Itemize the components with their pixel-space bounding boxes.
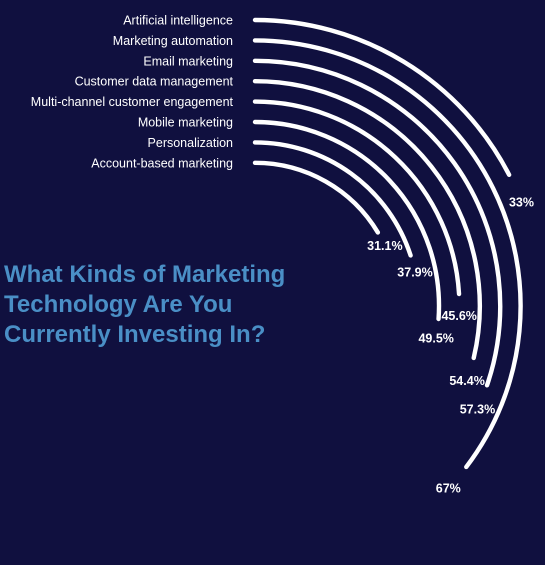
arc-5 [252, 119, 442, 322]
category-label-7: Account-based marketing [91, 156, 233, 170]
value-label-0: 33% [509, 196, 534, 210]
category-label-6: Personalization [148, 136, 234, 150]
arc-6 [252, 140, 413, 258]
category-label-5: Mobile marketing [138, 116, 233, 130]
value-label-1: 67% [436, 482, 461, 496]
chart-title: What Kinds of Marketing Technology Are Y… [4, 260, 285, 350]
category-label-4: Multi-channel customer engagement [31, 95, 234, 109]
arc-1 [252, 38, 523, 470]
arc-7 [252, 160, 381, 235]
value-label-6: 37.9% [397, 266, 432, 280]
category-label-3: Customer data management [75, 75, 234, 89]
value-label-5: 49.5% [418, 332, 453, 346]
value-label-2: 57.3% [460, 403, 495, 417]
value-label-3: 54.4% [449, 374, 484, 388]
arc-4 [252, 99, 462, 297]
arc-0 [252, 17, 512, 178]
title-line-2: Technology Are You [4, 291, 233, 318]
category-label-1: Marketing automation [113, 34, 233, 48]
value-label-7: 31.1% [367, 239, 402, 253]
category-label-2: Email marketing [143, 54, 233, 68]
title-line-1: What Kinds of Marketing [4, 261, 286, 288]
category-label-0: Artificial intelligence [123, 14, 233, 28]
title-line-3: Currently Investing In? [4, 321, 266, 348]
arc-2 [252, 58, 503, 388]
arc-3 [252, 79, 482, 361]
value-label-4: 45.6% [441, 309, 476, 323]
